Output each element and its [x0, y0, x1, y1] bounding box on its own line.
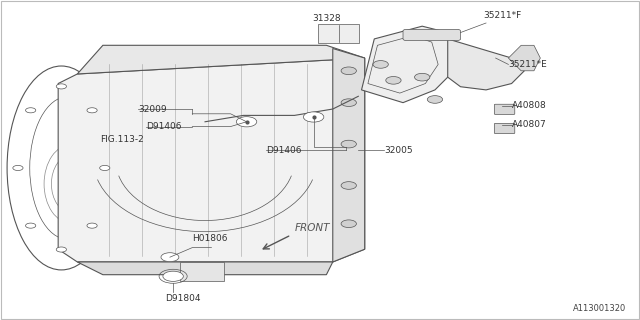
Circle shape [415, 73, 430, 81]
Circle shape [13, 165, 23, 171]
Circle shape [56, 84, 67, 89]
Circle shape [341, 182, 356, 189]
Circle shape [428, 96, 443, 103]
Circle shape [163, 271, 183, 281]
Circle shape [100, 165, 110, 171]
Text: D91406: D91406 [266, 146, 301, 155]
Text: A113001320: A113001320 [573, 304, 627, 313]
Circle shape [341, 99, 356, 107]
Text: 31328: 31328 [312, 14, 340, 23]
Text: 35211*E: 35211*E [508, 60, 547, 69]
Text: 35211*F: 35211*F [483, 11, 521, 20]
FancyBboxPatch shape [403, 29, 461, 41]
Polygon shape [77, 45, 365, 74]
Polygon shape [77, 262, 333, 275]
Circle shape [341, 67, 356, 75]
Text: H01806: H01806 [192, 234, 228, 243]
Polygon shape [333, 49, 365, 262]
Circle shape [26, 108, 36, 113]
Text: A40807: A40807 [511, 120, 547, 130]
Circle shape [303, 112, 324, 122]
Polygon shape [362, 26, 461, 103]
Text: D91406: D91406 [146, 122, 181, 131]
Text: 32009: 32009 [138, 105, 166, 114]
Circle shape [26, 223, 36, 228]
Text: A40808: A40808 [511, 101, 547, 110]
Circle shape [87, 223, 97, 228]
Polygon shape [508, 45, 540, 71]
Circle shape [341, 220, 356, 228]
Text: D91804: D91804 [166, 294, 201, 303]
Circle shape [56, 247, 67, 252]
Circle shape [236, 117, 257, 127]
FancyBboxPatch shape [318, 24, 359, 43]
Circle shape [87, 108, 97, 113]
Polygon shape [179, 262, 224, 281]
Polygon shape [58, 58, 365, 262]
Circle shape [161, 253, 179, 262]
FancyBboxPatch shape [494, 104, 515, 115]
Circle shape [373, 60, 388, 68]
Circle shape [341, 140, 356, 148]
Circle shape [386, 76, 401, 84]
FancyBboxPatch shape [494, 123, 515, 133]
Polygon shape [448, 39, 524, 90]
Text: 32005: 32005 [384, 146, 413, 155]
Text: FIG.113-2: FIG.113-2 [100, 135, 143, 144]
Text: FRONT: FRONT [294, 223, 330, 233]
